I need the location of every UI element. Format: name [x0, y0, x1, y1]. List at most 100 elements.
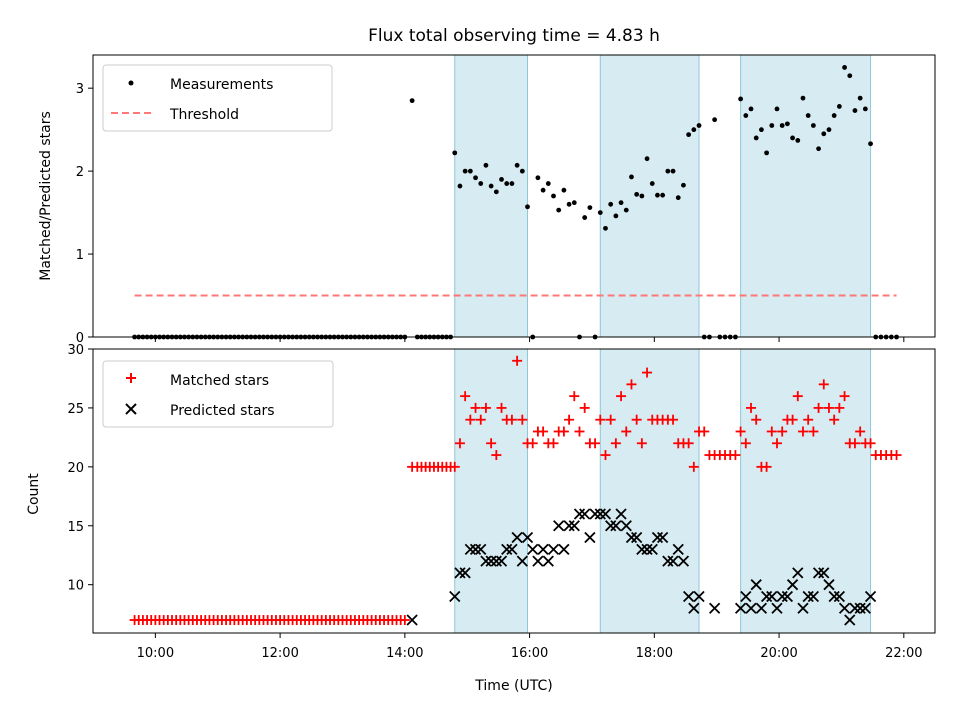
measurement-point: [831, 113, 837, 118]
measurement-point: [499, 177, 504, 182]
measurement-point: [852, 108, 858, 113]
matched-star-point: [730, 450, 741, 461]
measurement-point: [457, 183, 463, 189]
measurement-point: [535, 175, 541, 181]
predicted-star-point: [693, 590, 705, 603]
matched-star-point: [688, 461, 699, 472]
measurement-point: [551, 193, 556, 199]
matched-star-point: [668, 414, 679, 425]
measurement-point: [675, 195, 681, 201]
predicted-star-point: [833, 590, 846, 603]
measurement-point: [847, 73, 853, 79]
predicted-star-point: [828, 590, 840, 603]
measurement-point: [857, 95, 863, 101]
matched-star-point: [797, 426, 808, 437]
measurement-point: [779, 123, 785, 128]
predicted-star-point: [838, 602, 851, 614]
top-shaded-interval: [599, 54, 700, 338]
matched-star-point: [642, 367, 653, 378]
matched-star-point: [454, 438, 465, 449]
legend-measurements-marker: [128, 80, 134, 86]
predicted-star-point: [490, 555, 502, 567]
measurement-point: [467, 168, 473, 174]
measurement-point: [629, 174, 634, 180]
matched-star-point: [699, 426, 710, 437]
matched-star-point: [849, 438, 860, 449]
predicted-star-point: [579, 508, 591, 520]
legend-measurements-label: Measurements: [170, 77, 273, 93]
measurement-point: [582, 215, 588, 220]
matched-star-point: [600, 450, 611, 461]
top-y-tick-label: 2: [76, 165, 84, 180]
bottom-y-tick-label: 10: [67, 579, 84, 594]
bottom-legend: Matched stars Predicted stars: [102, 360, 334, 428]
predicted-star-point: [584, 531, 596, 544]
matched-star-point: [839, 391, 850, 402]
top-legend-box: [102, 64, 333, 132]
x-tick-label: 16:00: [511, 646, 548, 661]
bottom-shaded-intervals: [454, 348, 872, 634]
predicted-star-point: [755, 602, 768, 614]
top-y-tick-label: 0: [76, 331, 84, 346]
x-axis-label: Time (UTC): [474, 678, 552, 694]
predicted-star-point: [449, 590, 461, 603]
predicted-star-point: [651, 531, 664, 544]
x-tick-label: 18:00: [636, 646, 673, 661]
predicted-star-point: [646, 543, 658, 555]
measurement-point: [587, 205, 593, 211]
predicted-star-point: [636, 543, 648, 555]
measurement-point: [665, 168, 671, 174]
bottom-data-marks: [129, 355, 902, 626]
matched-star-point: [787, 414, 798, 425]
predicted-star-point: [740, 590, 752, 603]
predicted-star-point: [812, 567, 825, 579]
predicted-star-point: [532, 555, 544, 567]
measurement-point: [603, 225, 608, 231]
matched-star-point: [496, 402, 507, 413]
predicted-star-point: [854, 602, 866, 614]
matched-star-point: [751, 414, 762, 425]
bottom-axes-frame: [92, 348, 936, 634]
measurement-point: [639, 193, 645, 199]
predicted-star-point: [771, 602, 783, 614]
measurement-point: [597, 210, 603, 215]
matched-star-point: [595, 414, 606, 425]
legend-matched-label: Matched stars: [170, 373, 269, 389]
predicted-star-point: [625, 531, 638, 544]
measurement-point: [540, 187, 546, 193]
matched-star-point: [891, 450, 902, 461]
legend-predicted-label: Predicted stars: [170, 403, 275, 419]
measurement-point: [473, 175, 478, 181]
predicted-star-point: [672, 543, 684, 555]
matched-star-point: [491, 450, 502, 461]
predicted-star-point: [573, 508, 586, 520]
predicted-star-point: [734, 602, 747, 614]
measurement-point: [686, 132, 692, 138]
matched-star-point: [855, 426, 866, 437]
top-x-ticks: [154, 337, 905, 342]
matched-star-point: [449, 461, 460, 472]
predicted-star-point: [662, 555, 674, 567]
measurement-point: [644, 156, 650, 162]
predicted-star-point: [563, 520, 575, 532]
bottom-shaded-interval: [740, 348, 872, 634]
measurement-point: [566, 201, 572, 207]
predicted-star-point: [506, 543, 518, 555]
predicted-star-point: [631, 531, 643, 544]
matched-star-point: [460, 391, 471, 402]
matched-star-point: [834, 402, 845, 413]
matched-star-point: [746, 402, 757, 413]
measurement-point: [842, 65, 847, 70]
bottom-shaded-interval: [599, 348, 700, 634]
measurement-point: [738, 96, 744, 102]
matched-star-point: [818, 379, 829, 390]
measurement-point: [525, 204, 530, 210]
predicted-star-point: [406, 614, 418, 626]
bottom-y-tick-label: 30: [67, 343, 84, 358]
predicted-star-point: [589, 508, 601, 520]
measurement-point: [571, 200, 577, 206]
figure-title: Flux total observing time = 4.83 h: [368, 26, 660, 46]
predicted-star-point: [553, 520, 565, 532]
matched-star-point: [558, 426, 569, 437]
predicted-star-point: [745, 602, 757, 614]
